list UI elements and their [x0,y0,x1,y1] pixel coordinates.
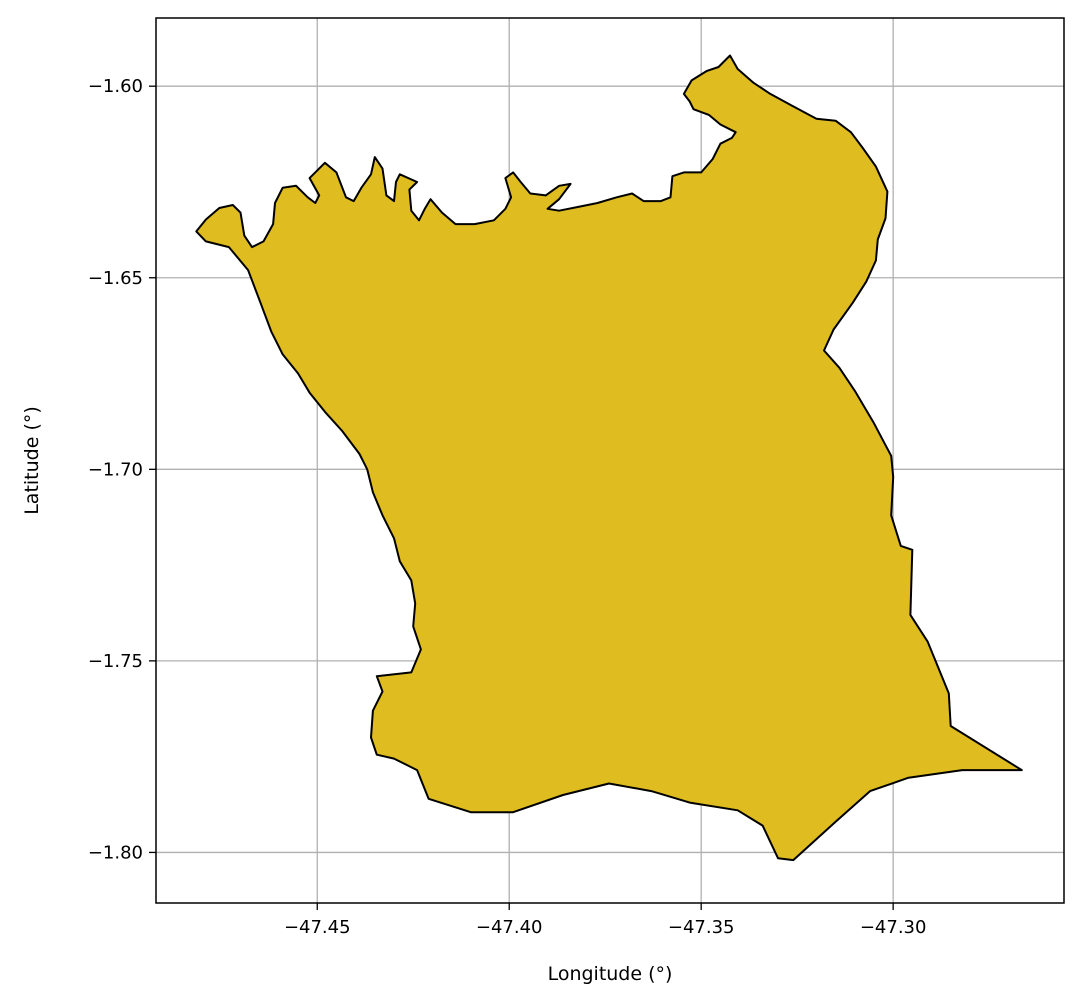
axis-ticks: −47.45 −47.40 −47.35 −47.30 −1.60 −1.65 −1.70 −… [88,76,927,938]
x-tick-label: −47.40 [476,917,543,938]
region-polygon [195,54,1023,862]
x-axis-label: Longitude (°) [548,963,673,985]
y-tick-label: −1.70 [88,459,143,480]
x-tick-label: −47.45 [284,917,351,938]
y-tick-label: −1.80 [88,842,143,863]
x-tick-label: −47.30 [860,917,927,938]
y-tick-label: −1.60 [88,76,143,97]
plot-frame [155,17,1065,904]
y-tick-label: −1.75 [88,651,143,672]
x-tick-label: −47.35 [668,917,735,938]
y-tick-label: −1.65 [88,268,143,289]
y-axis-label: Latitude (°) [21,406,43,515]
